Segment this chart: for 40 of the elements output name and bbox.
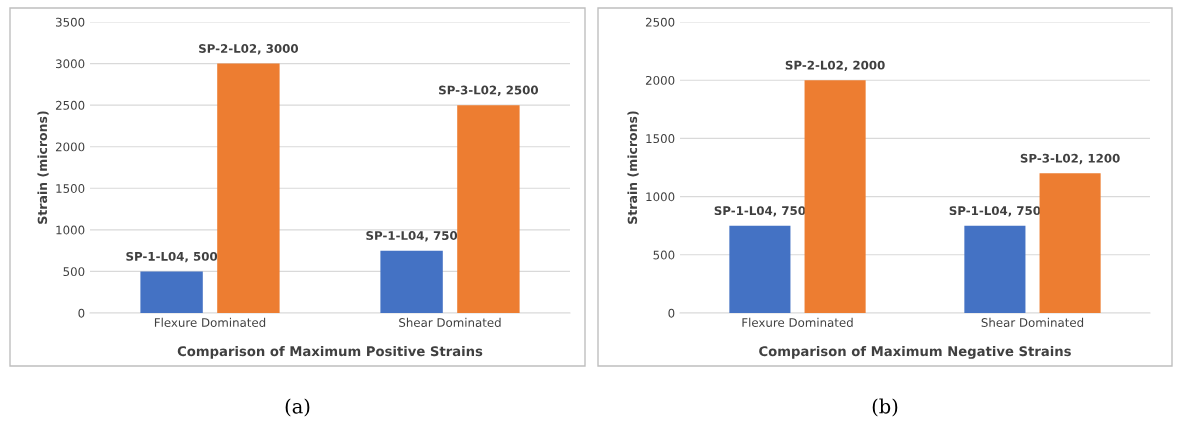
data-label: SP-3-L02, 2500 bbox=[439, 85, 539, 97]
y-tick-label: 2000 bbox=[645, 75, 675, 85]
bar bbox=[217, 63, 280, 313]
x-tick-label: Flexure Dominated bbox=[742, 317, 853, 327]
y-tick-label: 1000 bbox=[646, 192, 675, 202]
y-tick-label: 0 bbox=[78, 308, 85, 318]
y-tick-label: 1500 bbox=[646, 134, 675, 144]
data-label: SP-1-L04, 500 bbox=[126, 251, 218, 263]
text: (b) bbox=[872, 398, 898, 417]
x-tick-label: Shear Dominated bbox=[399, 317, 501, 327]
bar bbox=[804, 80, 866, 313]
data-label: SP-1-L04, 750 bbox=[366, 231, 458, 242]
y-tick-label: 1500 bbox=[56, 184, 85, 193]
bar bbox=[380, 250, 443, 313]
y-tick-label: 3000 bbox=[55, 59, 85, 69]
y-tick-label: 2500 bbox=[55, 100, 85, 110]
data-label: SP-1-L04, 750 bbox=[714, 206, 806, 217]
y-tick-label: 3500 bbox=[55, 17, 85, 27]
y-tick-label: 500 bbox=[653, 250, 675, 260]
data-label: SP-3-L02, 1200 bbox=[1020, 153, 1120, 165]
bar bbox=[964, 225, 1026, 313]
bar bbox=[1039, 173, 1101, 313]
y-tick-label: 1000 bbox=[56, 225, 85, 235]
x-axis-title: Comparison of Maximum Negative Strains bbox=[759, 345, 1071, 359]
bar bbox=[457, 105, 520, 313]
y-tick-label: 2000 bbox=[55, 142, 85, 152]
x-tick-label: Flexure Dominated bbox=[154, 317, 266, 327]
y-axis-title: Strain (microns) bbox=[37, 111, 49, 224]
y-tick-label: 500 bbox=[63, 267, 85, 277]
data-label: SP-1-L04, 750 bbox=[949, 206, 1041, 217]
data-label: SP-2-L02, 2000 bbox=[785, 60, 885, 72]
y-tick-label: 2500 bbox=[645, 17, 675, 27]
y-tick-label: 0 bbox=[668, 308, 675, 318]
x-tick-label: Shear Dominated bbox=[981, 317, 1084, 327]
bar bbox=[140, 271, 203, 313]
bar bbox=[729, 225, 791, 313]
x-axis-title: Comparison of Maximum Positive Strains bbox=[177, 345, 483, 359]
y-axis-title: Strain (microns) bbox=[627, 111, 639, 224]
data-label: SP-2-L02, 3000 bbox=[199, 44, 299, 55]
text: (a) bbox=[285, 398, 310, 417]
